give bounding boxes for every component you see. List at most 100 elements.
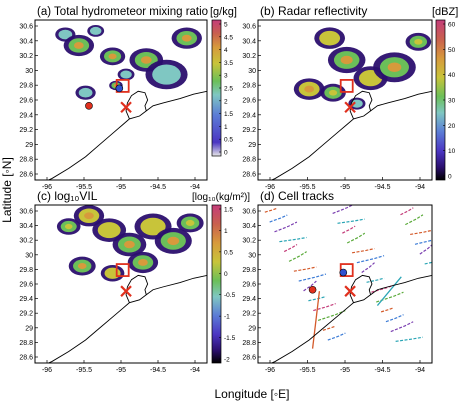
figure-xlabel: Longitude [◦E] xyxy=(215,387,290,401)
cell-track xyxy=(395,336,423,342)
colorbar-tick-label: 3.5 xyxy=(224,60,233,67)
storm-cell-peak xyxy=(140,56,152,64)
colorbar-tick-label: 40 xyxy=(448,72,456,79)
lat-tick-label: 30.6 xyxy=(242,24,256,31)
lat-tick-label: 28.8 xyxy=(19,157,33,164)
lat-tick-label: 29 xyxy=(248,142,256,149)
lat-tick-label: 29 xyxy=(25,142,33,149)
cell-track xyxy=(410,229,432,236)
cell-track xyxy=(283,244,298,253)
blue-site-marker xyxy=(339,268,348,277)
radar-site-x-marker xyxy=(344,101,356,114)
storm-cell-peak xyxy=(147,222,159,231)
map-area xyxy=(35,205,207,363)
red-site-marker xyxy=(85,102,93,110)
colorbar-unit: [dBZ] xyxy=(432,6,458,18)
lon-tick-label: -95.5 xyxy=(76,184,92,191)
lon-tick-label: -94 xyxy=(190,184,200,191)
storm-cell-peak xyxy=(387,62,402,73)
cell-track-long xyxy=(311,291,321,349)
lat-tick-label: 29.8 xyxy=(242,83,256,90)
cell-track xyxy=(356,255,385,264)
lat-tick-label: 29.4 xyxy=(19,296,33,303)
storm-cell-core xyxy=(351,99,363,108)
lon-tick-label: -95 xyxy=(116,184,126,191)
lat-tick-label: 30.6 xyxy=(242,209,256,216)
panel-d: (d) Cell tracks 30.6 30.4 30.2 30 29.8 29.6 29.… xyxy=(242,189,433,374)
cell-track xyxy=(264,207,278,213)
map-area xyxy=(258,205,432,363)
lat-tick-label: 28.8 xyxy=(19,340,33,347)
colorbar-tick-label: 0.5 xyxy=(224,249,233,256)
cell-track xyxy=(322,325,336,331)
colorbar-tick-label: 20 xyxy=(448,123,456,130)
cell-track xyxy=(303,280,317,292)
lat-tick-label: 30.6 xyxy=(19,24,33,31)
blue-site-marker xyxy=(115,84,124,93)
storm-cell-core xyxy=(152,64,181,85)
lat-tick-label: 30.2 xyxy=(242,238,256,245)
lat-tick-label: 30 xyxy=(248,68,256,75)
storm-cell-peak xyxy=(340,55,353,65)
map-area xyxy=(258,20,432,180)
lon-tick-label: -94.5 xyxy=(375,367,391,374)
cell-track xyxy=(400,207,414,216)
storm-cell-peak xyxy=(365,74,377,83)
lat-tick-label: 29 xyxy=(25,325,33,332)
colorbar-tick-label: 0 xyxy=(448,174,452,181)
cell-track xyxy=(274,221,298,233)
cell-track xyxy=(361,262,375,274)
lon-tick-label: -94.5 xyxy=(375,184,391,191)
lat-tick-label: 30.2 xyxy=(19,53,33,60)
panel-title: (d) Cell tracks xyxy=(260,189,334,203)
red-site-marker xyxy=(308,285,317,294)
colorbar-tick-label: 50 xyxy=(448,47,456,54)
lat-tick-label: 28.8 xyxy=(242,340,256,347)
lon-tick-label: -96 xyxy=(42,184,52,191)
cell-track xyxy=(308,295,327,302)
storm-cell-peak xyxy=(77,263,87,270)
storm-cell-peak xyxy=(103,226,115,234)
cell-track xyxy=(337,218,365,224)
figure-ylabel: Latitude [◦N] xyxy=(0,157,14,223)
lat-tick-label: 29.2 xyxy=(19,127,33,134)
cell-track xyxy=(332,205,354,215)
storm-cell-peak xyxy=(181,34,192,42)
panel-c: (c) log₁₀VIL 30.6 30.4 30.2 30 29.8 29.6 29.4 29… xyxy=(19,189,250,374)
cell-track xyxy=(298,273,327,282)
target-box-marker xyxy=(339,79,354,93)
colorbar-tick-label: 60 xyxy=(448,22,456,29)
colorbar-tick-label: -1.5 xyxy=(224,335,236,342)
cell-track xyxy=(269,214,288,223)
colorbar-tick-label: 4.5 xyxy=(224,34,233,41)
cell-track xyxy=(419,244,432,255)
lat-tick-label: 30.2 xyxy=(19,238,33,245)
storm-cell-peak xyxy=(64,223,73,230)
map-area xyxy=(35,20,207,180)
panel-a: (a) Total hydrometeor mixing ratio 30.6 30… xyxy=(19,6,237,191)
cell-track xyxy=(414,239,432,245)
panel-title: (a) Total hydrometeor mixing ratio xyxy=(37,6,208,18)
lat-tick-label: 29.8 xyxy=(19,83,33,90)
lon-tick-label: -95.5 xyxy=(76,367,92,374)
lat-tick-label: 28.6 xyxy=(19,355,33,362)
cell-track xyxy=(385,314,404,323)
colorbar-tick-label: 3 xyxy=(224,73,228,80)
lat-tick-label: 29.6 xyxy=(19,98,33,105)
panel-title: (b) Radar reflectivity xyxy=(260,4,367,18)
lon-tick-label: -96 xyxy=(265,367,275,374)
lat-tick-label: 29.6 xyxy=(242,282,256,289)
cell-track xyxy=(327,332,346,341)
radar-site-x-marker xyxy=(120,101,132,114)
colorbar-tick-label: 1 xyxy=(224,228,228,235)
cell-track xyxy=(342,225,356,234)
colorbar-tick-label: 1.5 xyxy=(224,111,233,118)
map-background xyxy=(258,20,432,180)
lat-tick-label: 29.2 xyxy=(242,127,256,134)
colorbar-tick-label: 30 xyxy=(448,98,456,105)
storm-cell-peak xyxy=(84,212,94,220)
lat-tick-label: 28.6 xyxy=(242,355,256,362)
storm-cell-peak xyxy=(108,53,117,60)
lat-tick-label: 29.4 xyxy=(242,296,256,303)
